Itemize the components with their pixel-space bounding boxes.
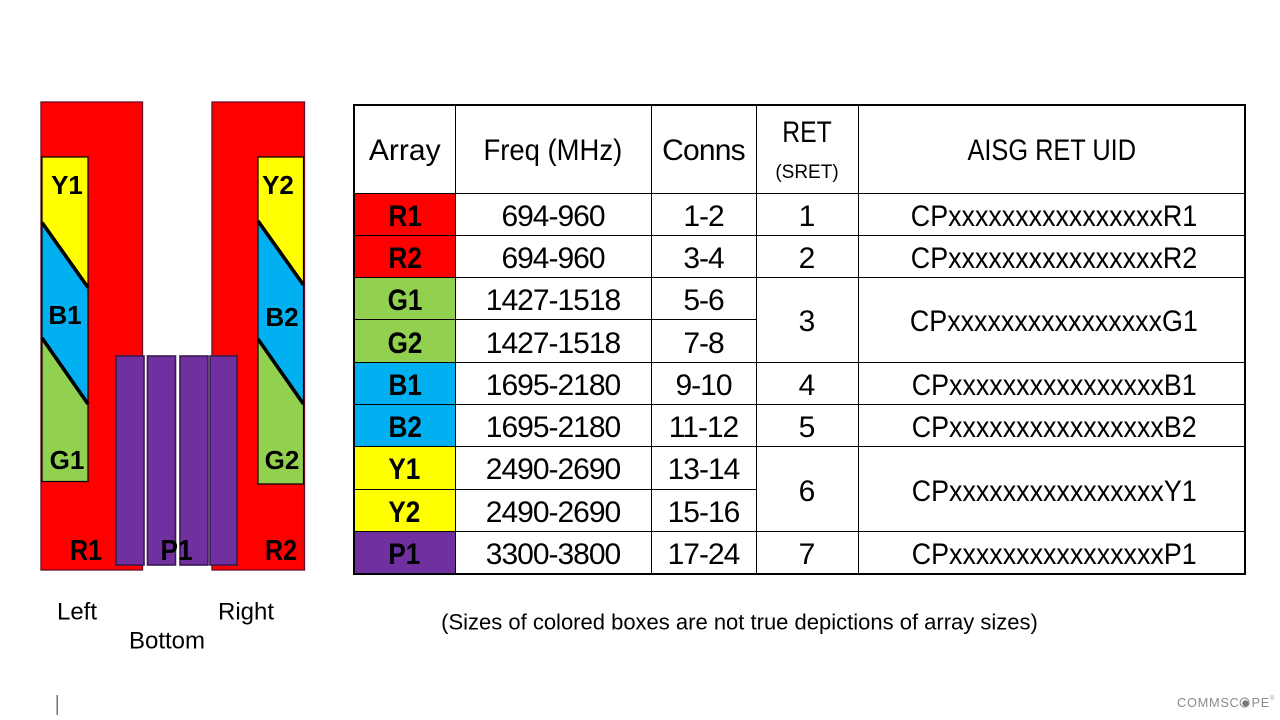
svg-text:R2: R2 (265, 535, 297, 567)
svg-text:R1: R1 (70, 535, 102, 567)
svg-text:COMMSC: COMMSC (1177, 695, 1240, 710)
svg-text:P1: P1 (161, 535, 193, 567)
svg-text:B2: B2 (265, 302, 298, 332)
svg-text:®: ® (1270, 695, 1275, 702)
svg-text:PE: PE (1252, 695, 1270, 710)
svg-text:Y2: Y2 (262, 170, 294, 200)
svg-text:B1: B1 (48, 300, 81, 330)
svg-text:Bottom: Bottom (129, 628, 205, 655)
svg-text:G1: G1 (50, 445, 85, 475)
svg-text:Right: Right (218, 599, 274, 626)
svg-text:Left: Left (57, 599, 97, 626)
svg-text:(Sizes of colored boxes are no: (Sizes of colored boxes are not true dep… (441, 610, 1038, 635)
svg-text:G2: G2 (265, 445, 300, 475)
svg-text:Y1: Y1 (51, 170, 83, 200)
